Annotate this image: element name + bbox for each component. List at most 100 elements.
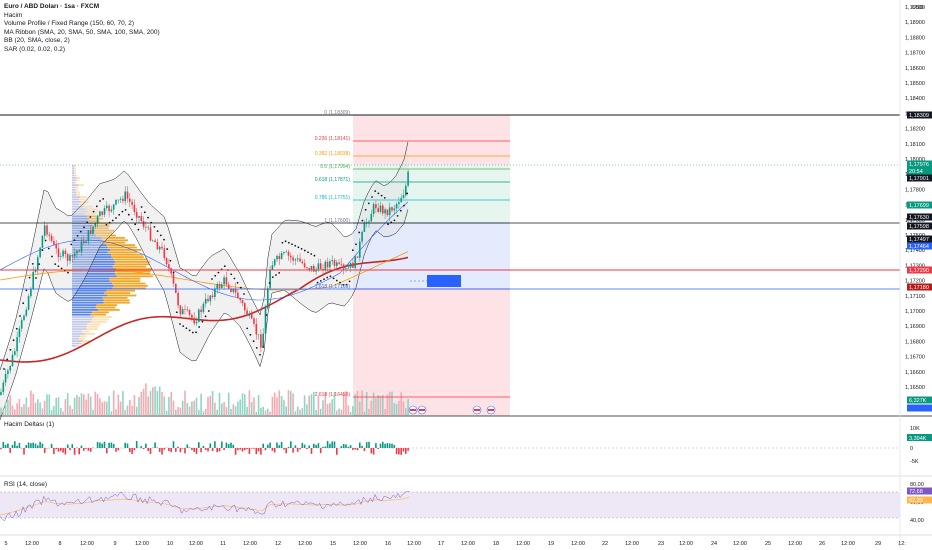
- candle-body[interactable]: [338, 262, 340, 264]
- candle-body[interactable]: [269, 269, 271, 289]
- candle-body[interactable]: [395, 204, 398, 209]
- candle-body[interactable]: [11, 354, 14, 366]
- candle-body[interactable]: [280, 253, 283, 260]
- candle-body[interactable]: [370, 214, 373, 222]
- candle-body[interactable]: [317, 263, 320, 270]
- rsi-ma-line[interactable]: [0, 496, 410, 516]
- candle-body[interactable]: [294, 259, 297, 261]
- candle-body[interactable]: [48, 234, 51, 236]
- candle-body[interactable]: [225, 277, 228, 285]
- candle-body[interactable]: [122, 198, 124, 202]
- candle-body[interactable]: [168, 264, 170, 269]
- candle-body[interactable]: [244, 303, 246, 311]
- legend-bollinger[interactable]: BB (20, SMA, close, 2): [4, 37, 70, 44]
- candle-body[interactable]: [292, 257, 294, 261]
- candle-body[interactable]: [218, 284, 221, 288]
- candle-body[interactable]: [382, 205, 384, 214]
- candle-body[interactable]: [200, 309, 202, 313]
- candle-body[interactable]: [255, 323, 258, 335]
- candle-body[interactable]: [324, 261, 327, 271]
- candle-body[interactable]: [161, 246, 163, 249]
- candle-body[interactable]: [405, 185, 407, 196]
- ma-200[interactable]: [0, 256, 409, 363]
- candle-body[interactable]: [124, 191, 126, 202]
- candle-body[interactable]: [195, 321, 198, 324]
- candle-body[interactable]: [237, 292, 239, 299]
- price-tag-bg[interactable]: [907, 235, 932, 243]
- candle-body[interactable]: [391, 207, 393, 211]
- candle-body[interactable]: [80, 241, 83, 252]
- candle-body[interactable]: [221, 284, 223, 288]
- candle-body[interactable]: [354, 256, 356, 268]
- candle-body[interactable]: [398, 202, 400, 205]
- candle-body[interactable]: [142, 221, 145, 227]
- candle-body[interactable]: [299, 258, 301, 262]
- price-tag-bg[interactable]: [907, 242, 932, 250]
- candle-body[interactable]: [2, 382, 5, 392]
- candle-body[interactable]: [9, 365, 11, 371]
- candle-body[interactable]: [177, 292, 179, 306]
- candle-body[interactable]: [85, 241, 87, 244]
- candle-body[interactable]: [175, 283, 177, 293]
- candle-body[interactable]: [271, 265, 274, 270]
- candle-body[interactable]: [345, 268, 347, 270]
- legend-sar[interactable]: SAR (0.02, 0.02, 0.2): [4, 45, 66, 53]
- rsi-pane-title[interactable]: RSI (14, close): [4, 481, 47, 488]
- candle-body[interactable]: [301, 261, 304, 264]
- candle-body[interactable]: [138, 216, 140, 218]
- candle-body[interactable]: [361, 231, 363, 242]
- candle-body[interactable]: [117, 199, 120, 201]
- candle-body[interactable]: [230, 288, 232, 292]
- candle-body[interactable]: [329, 261, 331, 268]
- candle-body[interactable]: [250, 313, 253, 319]
- candle-body[interactable]: [172, 273, 175, 284]
- candle-body[interactable]: [55, 244, 57, 249]
- candle-body[interactable]: [14, 351, 16, 355]
- bollinger-lower[interactable]: [0, 209, 409, 421]
- candle-body[interactable]: [384, 209, 386, 214]
- candle-body[interactable]: [264, 308, 267, 334]
- candle-body[interactable]: [248, 313, 251, 316]
- candle-body[interactable]: [331, 260, 333, 262]
- candle-body[interactable]: [32, 271, 34, 289]
- candle-body[interactable]: [60, 256, 62, 258]
- price-tag-bg[interactable]: [907, 222, 932, 230]
- candle-body[interactable]: [276, 255, 278, 260]
- candle-body[interactable]: [89, 230, 92, 234]
- price-tag-bg[interactable]: [907, 201, 932, 209]
- candle-body[interactable]: [191, 314, 193, 318]
- price-tag-bg[interactable]: [907, 283, 932, 291]
- candle-body[interactable]: [96, 216, 99, 223]
- candle-body[interactable]: [43, 225, 46, 236]
- candle-body[interactable]: [290, 255, 292, 258]
- candle-body[interactable]: [87, 230, 90, 242]
- candle-body[interactable]: [352, 262, 354, 268]
- candle-body[interactable]: [260, 334, 262, 348]
- candle-body[interactable]: [131, 201, 133, 205]
- candle-body[interactable]: [76, 250, 78, 254]
- candle-body[interactable]: [71, 255, 74, 257]
- candle-body[interactable]: [402, 195, 405, 198]
- candle-body[interactable]: [133, 204, 136, 212]
- candle-body[interactable]: [103, 208, 106, 215]
- candle-body[interactable]: [30, 288, 32, 297]
- candle-body[interactable]: [285, 251, 287, 253]
- candle-body[interactable]: [204, 298, 207, 304]
- candle-body[interactable]: [99, 211, 101, 217]
- candle-body[interactable]: [388, 207, 391, 216]
- candle-body[interactable]: [145, 226, 147, 228]
- candle-body[interactable]: [140, 216, 143, 222]
- candle-body[interactable]: [83, 241, 85, 244]
- candle-body[interactable]: [234, 288, 237, 293]
- candle-body[interactable]: [253, 318, 255, 324]
- candle-body[interactable]: [163, 248, 166, 259]
- candle-body[interactable]: [69, 255, 71, 261]
- candle-body[interactable]: [379, 205, 382, 212]
- candle-body[interactable]: [18, 328, 21, 338]
- candle-body[interactable]: [184, 309, 186, 310]
- candle-body[interactable]: [287, 251, 290, 256]
- candle-body[interactable]: [41, 235, 44, 248]
- candle-body[interactable]: [92, 226, 94, 234]
- candle-body[interactable]: [158, 246, 161, 250]
